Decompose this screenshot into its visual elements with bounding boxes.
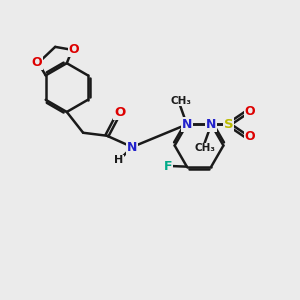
Text: CH₃: CH₃ [170,96,191,106]
Text: F: F [164,160,173,172]
Text: N: N [182,118,192,131]
Text: S: S [224,118,234,131]
Text: O: O [32,56,42,69]
Text: N: N [127,141,137,154]
Text: O: O [114,106,125,119]
Text: O: O [245,130,256,143]
Text: CH₃: CH₃ [195,143,216,153]
Text: N: N [206,118,216,131]
Text: H: H [115,155,124,165]
Text: O: O [68,43,79,56]
Text: O: O [245,106,256,118]
